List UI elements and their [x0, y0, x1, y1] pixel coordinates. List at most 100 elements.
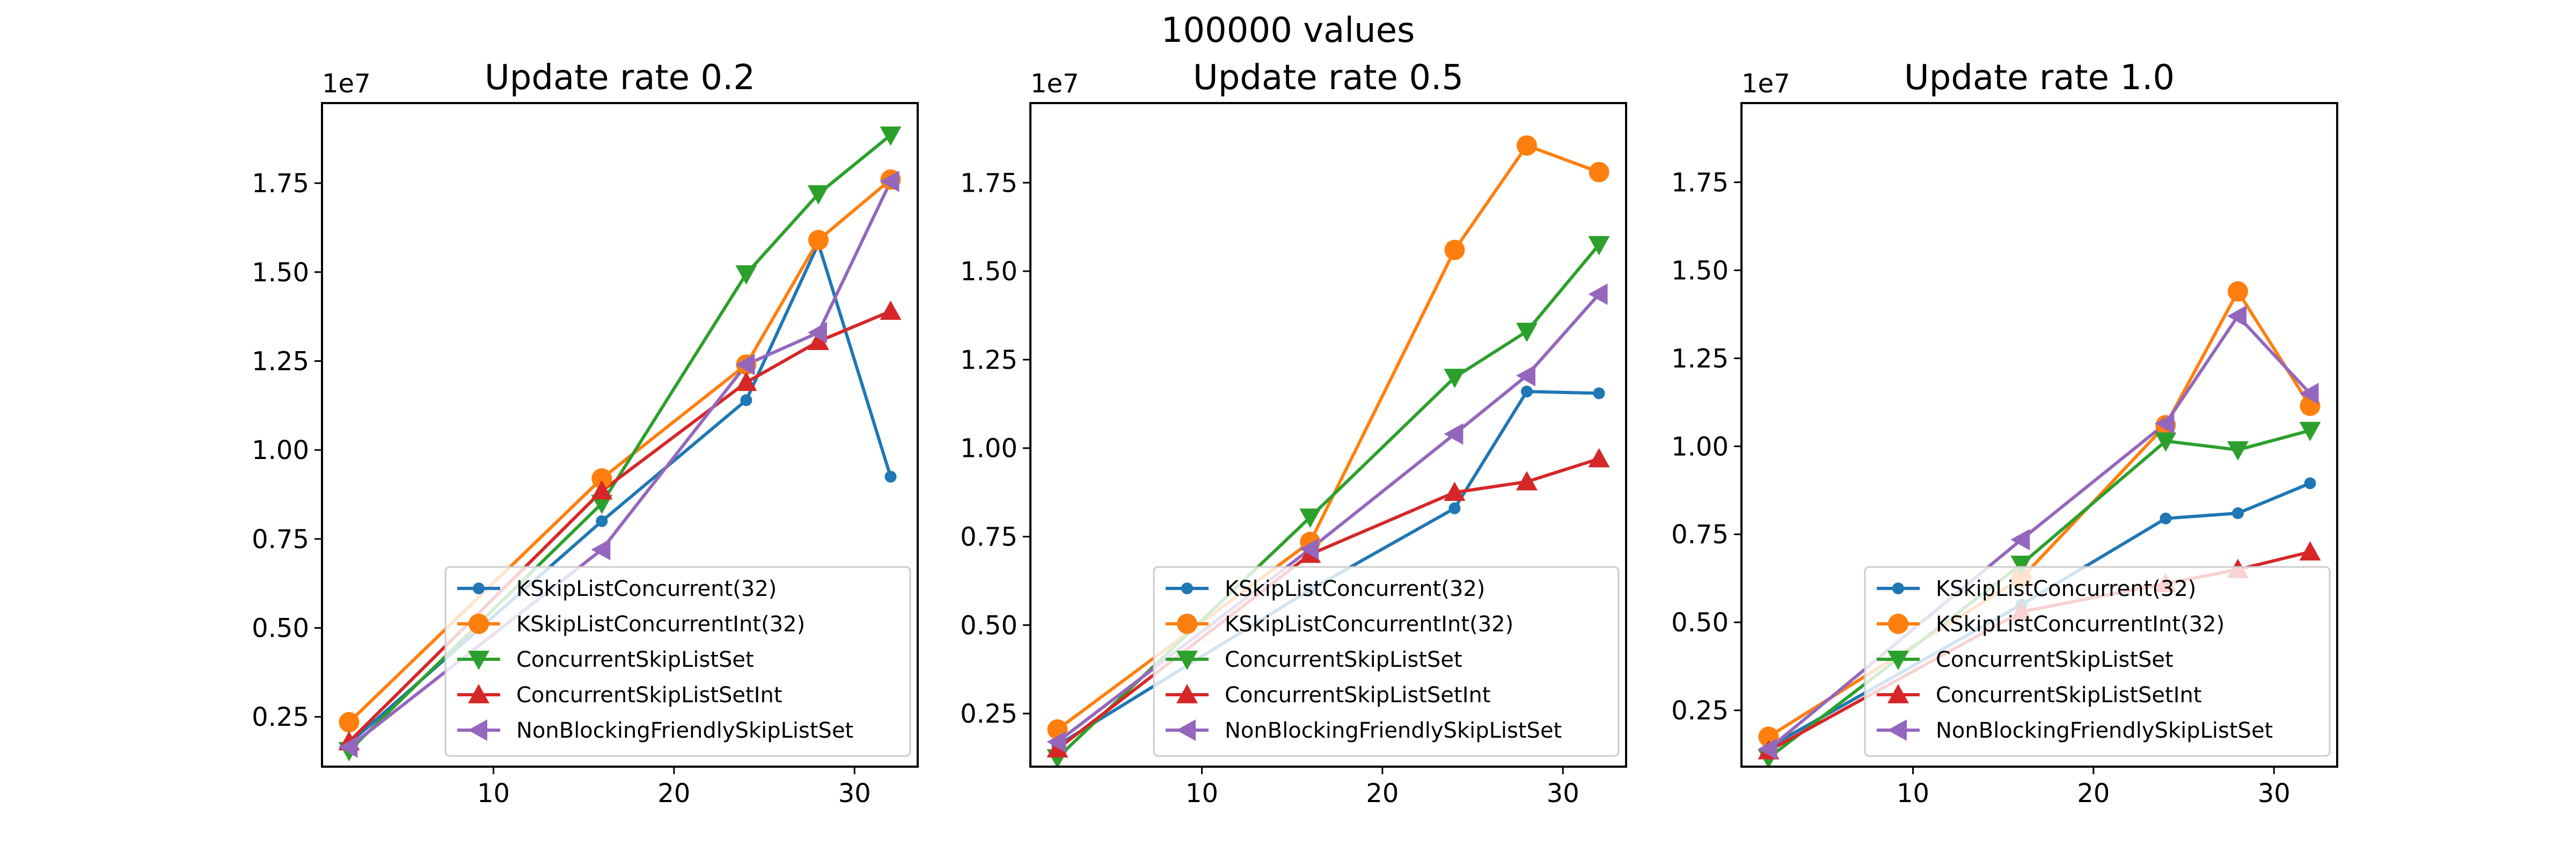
data-point-s4-2	[2155, 412, 2175, 434]
y-tick-label: 1.00	[252, 435, 309, 465]
legend-entry: ConcurrentSkipListSetInt	[1877, 683, 2202, 708]
x-tick-label: 10	[477, 778, 510, 809]
data-point-s1-3	[1517, 135, 1537, 156]
data-point-s2-4	[1588, 236, 1610, 256]
y-tick-label: 0.25	[1671, 696, 1729, 726]
legend: KSkipListConcurrent(32) KSkipListConcurre…	[1153, 566, 1620, 757]
panel-update-rate-0-5: Update rate 0.5 1e7 10 20 30 0.25 0.50 0.75 1.00…	[960, 58, 1627, 809]
y-tick-label: 1.00	[960, 434, 1018, 464]
data-point-s0-4	[1593, 387, 1605, 399]
legend-entry: ConcurrentSkipListSet	[1166, 647, 1462, 672]
legend-label: ConcurrentSkipListSet	[1225, 647, 1462, 672]
legend-box	[1153, 566, 1620, 757]
y-tick-label: 0.25	[960, 699, 1018, 729]
data-point-s4-1	[2010, 529, 2030, 551]
axes-frame	[1029, 102, 1627, 768]
data-point-s0-3	[2232, 507, 2244, 519]
legend-marker	[1181, 583, 1193, 594]
y-offset-label: 1e7	[322, 69, 371, 99]
legend-marker	[468, 684, 489, 703]
y-tick-label: 1.25	[252, 346, 309, 376]
x-tick-label: 10	[1185, 778, 1218, 809]
legend: KSkipListConcurrent(32) KSkipListConcurre…	[444, 566, 911, 757]
data-point-s1-4	[1589, 162, 1609, 183]
panel-title: Update rate 0.5	[1193, 58, 1463, 98]
x-tick-label: 20	[1366, 778, 1399, 809]
x-tick-label: 10	[1897, 778, 1929, 809]
legend-label: NonBlockingFriendlySkipListSet	[516, 718, 853, 743]
y-offset-label: 1e7	[1030, 69, 1079, 99]
data-point-s2-4	[2299, 421, 2321, 441]
y-offset-label: 1e7	[1741, 69, 1790, 99]
legend-marker	[1887, 719, 1907, 741]
legend: KSkipListConcurrent(32) KSkipListConcurre…	[1864, 566, 2331, 757]
data-point-s4-0	[338, 736, 358, 758]
x-tick-label: 30	[2258, 778, 2290, 809]
data-point-s0-2	[1448, 502, 1461, 514]
y-tick-label: 1.25	[960, 345, 1018, 375]
legend-label: ConcurrentSkipListSetInt	[1225, 683, 1491, 708]
data-point-s2-2	[735, 265, 757, 285]
legend-label: ConcurrentSkipListSetInt	[516, 683, 782, 708]
legend-entry: KSkipListConcurrent(32)	[1877, 577, 2196, 601]
data-point-s2-3	[1516, 323, 1538, 343]
data-point-s3-2	[1444, 482, 1466, 501]
legend-label: KSkipListConcurrent(32)	[516, 577, 777, 601]
data-point-s4-4	[1588, 283, 1608, 305]
legend-label: KSkipListConcurrentInt(32)	[1936, 612, 2224, 637]
legend-label: KSkipListConcurrent(32)	[1225, 577, 1485, 601]
data-point-s3-3	[808, 331, 829, 351]
legend-entry: ConcurrentSkipListSet	[1877, 647, 2174, 672]
y-tick-label: 0.25	[252, 702, 309, 732]
data-point-s2-1	[591, 494, 613, 514]
data-point-s0-2	[740, 394, 752, 406]
legend-label: KSkipListConcurrent(32)	[1936, 577, 2196, 601]
data-point-s4-3	[808, 322, 827, 344]
y-tick-label: 0.75	[252, 525, 309, 555]
legend-marker	[469, 614, 489, 634]
data-point-s4-4	[880, 170, 899, 192]
data-point-s3-3	[1516, 471, 1538, 491]
data-point-s4-4	[2299, 382, 2319, 404]
legend-marker	[1176, 651, 1198, 670]
legend-marker	[1177, 614, 1197, 634]
data-point-s0-2	[2160, 512, 2172, 525]
y-tick-label: 1.50	[960, 257, 1018, 287]
data-point-s4-2	[735, 354, 755, 376]
y-tick-label: 1.75	[960, 168, 1018, 198]
data-point-s4-0	[1046, 731, 1066, 753]
legend-marker	[1887, 684, 1909, 703]
data-point-s4-3	[1516, 365, 1535, 387]
data-point-s0-4	[884, 470, 897, 483]
legend-entry: KSkipListConcurrentInt(32)	[1877, 612, 2224, 637]
data-point-s1-0	[339, 712, 360, 733]
figure-suptitle: 100000 values	[1161, 11, 1415, 50]
data-point-s2-2	[2155, 432, 2177, 452]
legend-entry: KSkipListConcurrentInt(32)	[457, 612, 805, 637]
legend-entry: ConcurrentSkipListSetInt	[457, 683, 782, 708]
data-point-s2-2	[1444, 368, 1466, 388]
legend-label: ConcurrentSkipListSet	[1936, 647, 2174, 672]
legend-label: NonBlockingFriendlySkipListSet	[1936, 718, 2273, 743]
axes-frame	[321, 102, 919, 768]
data-point-s2-1	[1299, 508, 1321, 528]
y-tick-label: 1.25	[1671, 344, 1729, 374]
x-tick-label: 30	[1547, 778, 1579, 809]
data-point-s1-1	[591, 468, 612, 489]
legend-marker	[468, 719, 487, 741]
data-point-s3-1	[591, 480, 613, 500]
data-point-s3-4	[1588, 448, 1610, 468]
legend-entry: KSkipListConcurrent(32)	[457, 577, 777, 601]
y-tick-label: 1.50	[1671, 256, 1729, 286]
data-point-s3-0	[1046, 738, 1069, 758]
data-point-s4-0	[1758, 738, 1777, 760]
data-point-s4-2	[1444, 423, 1463, 445]
x-tick-label: 30	[838, 778, 871, 809]
legend-entry: NonBlockingFriendlySkipListSet	[457, 718, 853, 743]
axes-frame	[1740, 102, 2338, 768]
legend-entry: NonBlockingFriendlySkipListSet	[1877, 718, 2273, 743]
y-tick-label: 1.50	[252, 258, 309, 288]
legend-label: NonBlockingFriendlySkipListSet	[1225, 718, 1562, 743]
data-point-s4-3	[2227, 305, 2246, 327]
data-point-s1-3	[2228, 281, 2248, 302]
